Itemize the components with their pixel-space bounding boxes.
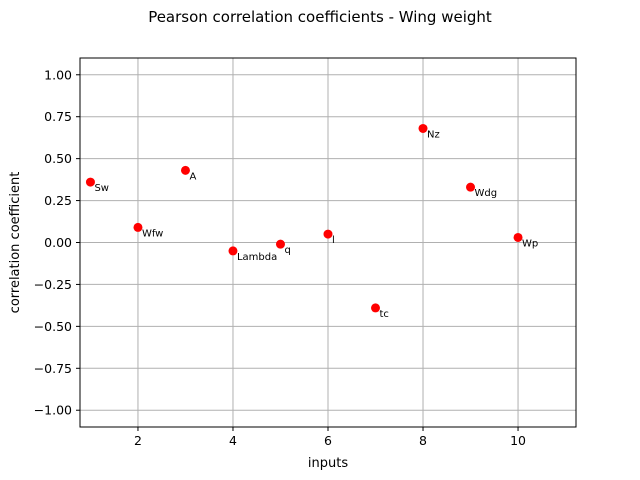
point-label-lambda: Lambda — [237, 252, 277, 263]
chart-title: Pearson correlation coefficients - Wing … — [148, 8, 492, 26]
data-point-q — [275, 239, 285, 249]
point-label-nz: Nz — [427, 129, 440, 140]
data-point-lambda — [228, 246, 238, 256]
data-point-sw — [85, 177, 95, 187]
x-tick-label: 2 — [134, 433, 142, 448]
x-tick-label: 6 — [324, 433, 332, 448]
grid-lines — [80, 58, 576, 427]
x-tick-label: 10 — [510, 433, 526, 448]
y-tick-label: −1.00 — [34, 403, 72, 418]
data-point-wfw — [133, 222, 143, 232]
y-tick-label: −0.75 — [34, 361, 72, 376]
data-point-tc — [371, 303, 381, 313]
x-tick-label: 4 — [229, 433, 237, 448]
y-axis-title: correlation coefficient — [8, 172, 23, 314]
point-label-a: A — [189, 171, 196, 182]
y-tick-label: −0.25 — [34, 277, 72, 292]
y-tick-label: 0.25 — [44, 193, 72, 208]
point-label-wdg: Wdg — [475, 188, 498, 199]
point-label-wp: Wp — [522, 238, 538, 249]
y-tick-label: 0.75 — [44, 109, 72, 124]
y-tick-label: 0.50 — [44, 151, 72, 166]
point-label-tc: tc — [380, 309, 389, 320]
y-axis-ticks: −1.00 −0.75 −0.50 −0.25 0.00 0.25 0.50 0.75 1.00 — [34, 67, 80, 418]
data-point-wdg — [466, 182, 476, 192]
data-point-wp — [513, 232, 523, 242]
y-tick-label: 0.00 — [44, 235, 72, 250]
y-tick-label: 1.00 — [44, 67, 72, 82]
x-axis-ticks: 2 4 6 8 10 — [134, 427, 526, 448]
x-axis-title: inputs — [308, 456, 348, 471]
point-label-l: l — [332, 235, 335, 246]
data-point-l — [323, 229, 333, 239]
point-label-wfw: Wfw — [142, 228, 163, 239]
data-point-a — [180, 165, 190, 175]
data-point-nz — [418, 123, 428, 133]
y-tick-label: −0.50 — [34, 319, 72, 334]
point-label-q: q — [284, 245, 290, 256]
x-tick-label: 8 — [419, 433, 427, 448]
point-label-sw: Sw — [94, 183, 109, 194]
